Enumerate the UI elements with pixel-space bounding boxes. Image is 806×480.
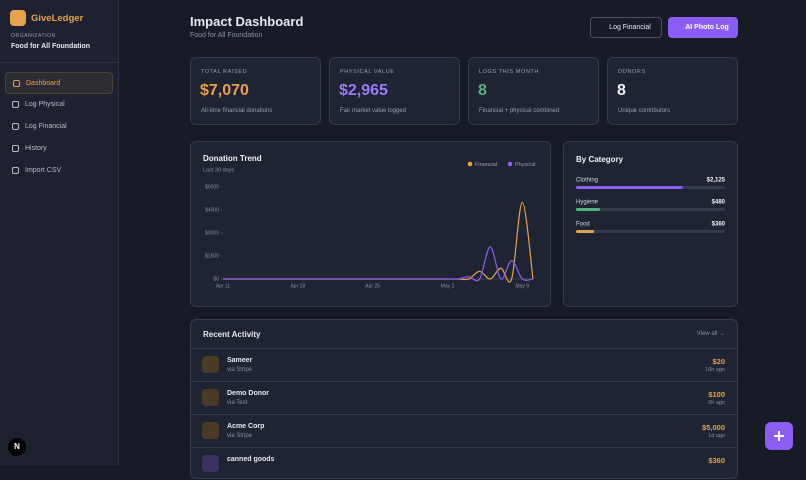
category-card [563, 141, 738, 307]
category-bar [576, 208, 601, 211]
nav-item[interactable]: Dashboard [5, 72, 113, 94]
stat-note: Unique contributors [618, 108, 671, 114]
amount: $20 [712, 357, 725, 366]
y-tick-label: $6000 [205, 184, 219, 190]
brand: GiveLedger [31, 13, 84, 24]
nav-item[interactable]: History [5, 138, 113, 160]
ai-photo-button[interactable]: AI Photo Log [668, 17, 738, 38]
stat-note: All-time financial donations [201, 108, 273, 114]
nav-label: History [25, 145, 47, 152]
category-value: $360 [712, 222, 726, 228]
nav-label: Dashboard [26, 80, 61, 87]
donor-name: canned goods [227, 456, 275, 463]
stat-label: TOTAL RAISED [201, 69, 248, 75]
amount: $100 [708, 390, 725, 399]
time: 16h ago [705, 367, 725, 373]
logo [10, 10, 26, 26]
stat-label: LOGS THIS MONTH [479, 69, 539, 75]
stat-label: DONORS [618, 69, 646, 75]
bar-track [576, 208, 725, 211]
charts: Donation Trend Last 30 days $0 $1500 $3000 $4… [203, 154, 726, 289]
chart-subtitle: Last 30 days [203, 167, 234, 173]
donor-source: via Stripe [227, 367, 253, 373]
stat-value: $7,070 [200, 82, 249, 99]
legend-label: Physical [515, 162, 535, 168]
activity-card [190, 319, 738, 479]
nav-item[interactable]: Import CSV [5, 160, 113, 182]
x-tick-label: May 9 [515, 283, 529, 289]
button-label: AI Photo Log [685, 24, 729, 31]
page-subtitle: Food for All Foundation [190, 32, 263, 39]
y-tick-label: $4500 [205, 207, 219, 213]
series-line [223, 246, 534, 282]
nav-item[interactable]: Log Financial [5, 116, 113, 138]
activity-row [190, 414, 738, 447]
nav-label: Log Physical [25, 101, 65, 108]
y-tick-label: $1500 [205, 253, 219, 259]
y-tick-label: $0 [213, 276, 219, 282]
x-tick-label: Apr 25 [365, 283, 380, 289]
donor-name: Acme Corp [227, 423, 265, 430]
button-label: Log Financial [609, 24, 651, 31]
donor-source: via Stripe [227, 433, 253, 439]
stat-note: Fair market value logged [340, 108, 407, 114]
category-value: $480 [712, 200, 726, 206]
stat-card [190, 57, 321, 125]
category-label: Clothing [576, 178, 598, 184]
x-tick-label: May 2 [441, 283, 455, 289]
stat-card [468, 57, 599, 125]
legend-swatch [467, 161, 473, 167]
org-label: ORGANIZATION [11, 33, 56, 39]
category-bar [576, 230, 595, 233]
activity-row [190, 447, 738, 480]
category-bar [576, 186, 683, 189]
stat-card [607, 57, 738, 125]
stat-value: 8 [478, 82, 487, 99]
row-icon [202, 422, 219, 439]
category-label: Hygiene [576, 200, 599, 206]
legend-swatch [507, 161, 513, 167]
time: 9h ago [708, 400, 725, 406]
activity-title: Recent Activity [203, 330, 261, 339]
donor-source: via Test [227, 400, 248, 406]
add-button[interactable] [765, 422, 793, 450]
row-icon [202, 356, 219, 373]
time: 1d ago [708, 433, 725, 439]
donor-name: Sameer [227, 357, 253, 364]
badge[interactable]: N [8, 438, 26, 456]
x-tick-label: Apr 18 [290, 283, 305, 289]
nav-item[interactable]: Log Physical [5, 94, 113, 116]
x-tick-label: Apr 11 [216, 283, 231, 289]
category-value: $2,125 [707, 178, 726, 184]
y-tick-label: $3000 [205, 230, 219, 236]
chart-title: Donation Trend [203, 154, 262, 163]
log-financial-button[interactable]: Log Financial [590, 17, 662, 38]
amount: $360 [708, 456, 725, 465]
activity-row [190, 381, 738, 414]
sidebar: GiveLedger ORGANIZATION Food for All Fou… [0, 0, 119, 465]
divider [0, 62, 118, 63]
amount: $5,000 [702, 423, 725, 432]
row-icon [202, 389, 219, 406]
org-name: Food for All Foundation [11, 43, 91, 50]
stat-value: $2,965 [339, 82, 388, 99]
nav-label: Import CSV [25, 167, 62, 174]
page-title: Impact Dashboard [190, 14, 304, 29]
stat-card [329, 57, 460, 125]
series-line [223, 201, 534, 283]
bar-track [576, 230, 725, 233]
category-label: Food [576, 222, 590, 228]
view-all-link[interactable]: View all → [696, 331, 725, 337]
legend-label: Financial [475, 162, 497, 168]
stat-value: 8 [617, 82, 626, 99]
activity-row [190, 348, 738, 381]
stat-label: PHYSICAL VALUE [340, 69, 395, 75]
donor-name: Demo Donor [227, 390, 269, 397]
nav-label: Log Financial [25, 123, 67, 130]
chart-title: By Category [576, 155, 624, 164]
stat-note: Financial + physical combined [479, 108, 560, 114]
